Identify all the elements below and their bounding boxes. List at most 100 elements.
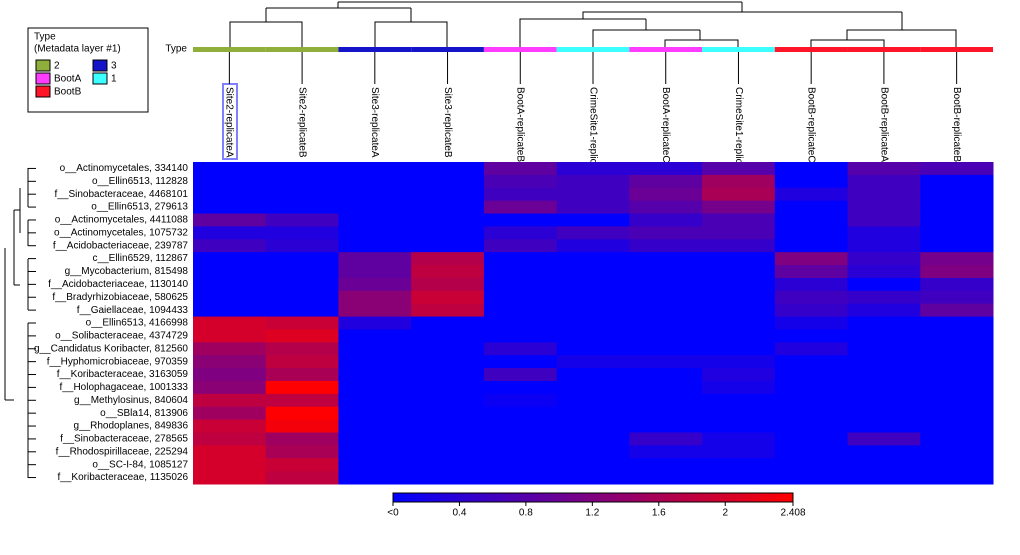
heatmap-cell [483,277,558,292]
heatmap-cell [193,355,267,369]
heatmap-cell [338,187,412,202]
heatmap-cell [556,445,630,459]
heatmap-cell [193,162,267,176]
heatmap-cell [483,252,558,266]
heatmap-cell [483,200,558,215]
heatmap-cell [411,187,485,202]
heatmap-cell [920,458,994,472]
column-label: CrimeSite1-replicateB [587,87,598,185]
heatmap-cell [483,329,558,343]
heatmap-cell [193,226,267,240]
legend-label: 2 [54,61,60,72]
heatmap-cell [920,393,994,408]
heatmap-cell [483,213,558,227]
heatmap-cell [411,329,485,343]
heatmap-cell [483,368,558,382]
heatmap-cell [556,174,630,189]
legend-swatch [92,72,108,85]
row-label: g__Candidatus Koribacter, 812560 [34,343,188,354]
heatmap-cell [556,162,630,176]
heatmap-cell [338,458,412,472]
type-bar [483,47,557,52]
heatmap-cell [774,329,849,343]
heatmap-cell [920,277,994,292]
heatmap-cell [483,432,558,446]
heatmap-cell [338,226,412,240]
heatmap-cell [483,406,558,421]
heatmap-cell [411,252,485,266]
row-label: g__Mycobacterium, 815498 [65,266,189,277]
heatmap-cell [265,213,339,227]
heatmap-cell [702,187,776,202]
heatmap-cell [265,393,339,408]
heatmap-cell [702,174,776,189]
heatmap-cell [193,342,267,356]
heatmap-cell [483,303,558,318]
heatmap-cell [411,419,485,433]
heatmap-cell [847,471,921,485]
heatmap-cell [265,303,339,318]
heatmap-cell [629,187,703,202]
heatmap-cell [702,290,776,305]
row-label: f__Hyphomicrobiaceae, 970359 [47,356,189,367]
column-label: BootB-replicateA [878,87,889,162]
heatmap-cell [774,458,849,472]
heatmap-cell [265,329,339,343]
heatmap-cell [483,265,558,279]
heatmap-cell [338,213,412,227]
heatmap-cell [629,380,703,395]
heatmap-cell [338,471,412,485]
heatmap-cell [702,162,776,176]
heatmap-cell [774,342,849,356]
heatmap-cell [193,471,267,485]
heatmap-cell [338,277,412,292]
legend-box: Type (Metadata layer #1) 2 3 BootA 1 BootB [27,27,149,113]
heatmap-cell [629,303,703,318]
heatmap-cell [920,445,994,459]
heatmap-cell [338,445,412,459]
heatmap-cell [338,342,412,356]
heatmap-cell [629,162,703,176]
heatmap-cell [847,239,921,253]
row-label: o__Actinomycetales, 334140 [60,163,189,174]
row-label: g__Rhodoplanes, 849836 [73,421,188,432]
heatmap-cell [483,174,558,189]
heatmap-cell [483,393,558,408]
heatmap-cell [702,445,776,459]
heatmap-cell [920,303,994,318]
heatmap-cell [847,406,921,421]
heatmap-cell [774,303,849,318]
heatmap-cell [411,277,485,292]
heatmap-cell [629,406,703,421]
heatmap-cell [338,406,412,421]
heatmap-cell [702,265,776,279]
heatmap-cell [338,316,412,330]
heatmap-cell [411,162,485,176]
heatmap-cell [702,252,776,266]
heatmap-cell [265,290,339,305]
heatmap-cell [847,393,921,408]
heatmap-cell [411,200,485,215]
heatmap-cell [193,445,267,459]
heatmap-cell [411,393,485,408]
heatmap-cell [411,213,485,227]
heatmap-cell [556,419,630,433]
heatmap-cell [920,368,994,382]
heatmap-cell [338,432,412,446]
heatmap-cell [411,458,485,472]
heatmap-cell [774,445,849,459]
heatmap-cell [265,162,339,176]
column-label: BootB-replicateB [951,87,962,162]
heatmap-cell [629,342,703,356]
heatmap-cell [338,329,412,343]
heatmap-cell [629,355,703,369]
column-label: Site2-replicateA [224,87,235,158]
row-label: f__Bradyrhizobiaceae, 580625 [52,292,188,303]
row-label: f__Sinobacteraceae, 278565 [60,434,188,445]
heatmap-cell [483,187,558,202]
heatmap-cell [556,277,630,292]
heatmap-cell [556,393,630,408]
heatmap-cell [556,303,630,318]
row-label: o__Actinomycetales, 4411088 [55,215,189,226]
